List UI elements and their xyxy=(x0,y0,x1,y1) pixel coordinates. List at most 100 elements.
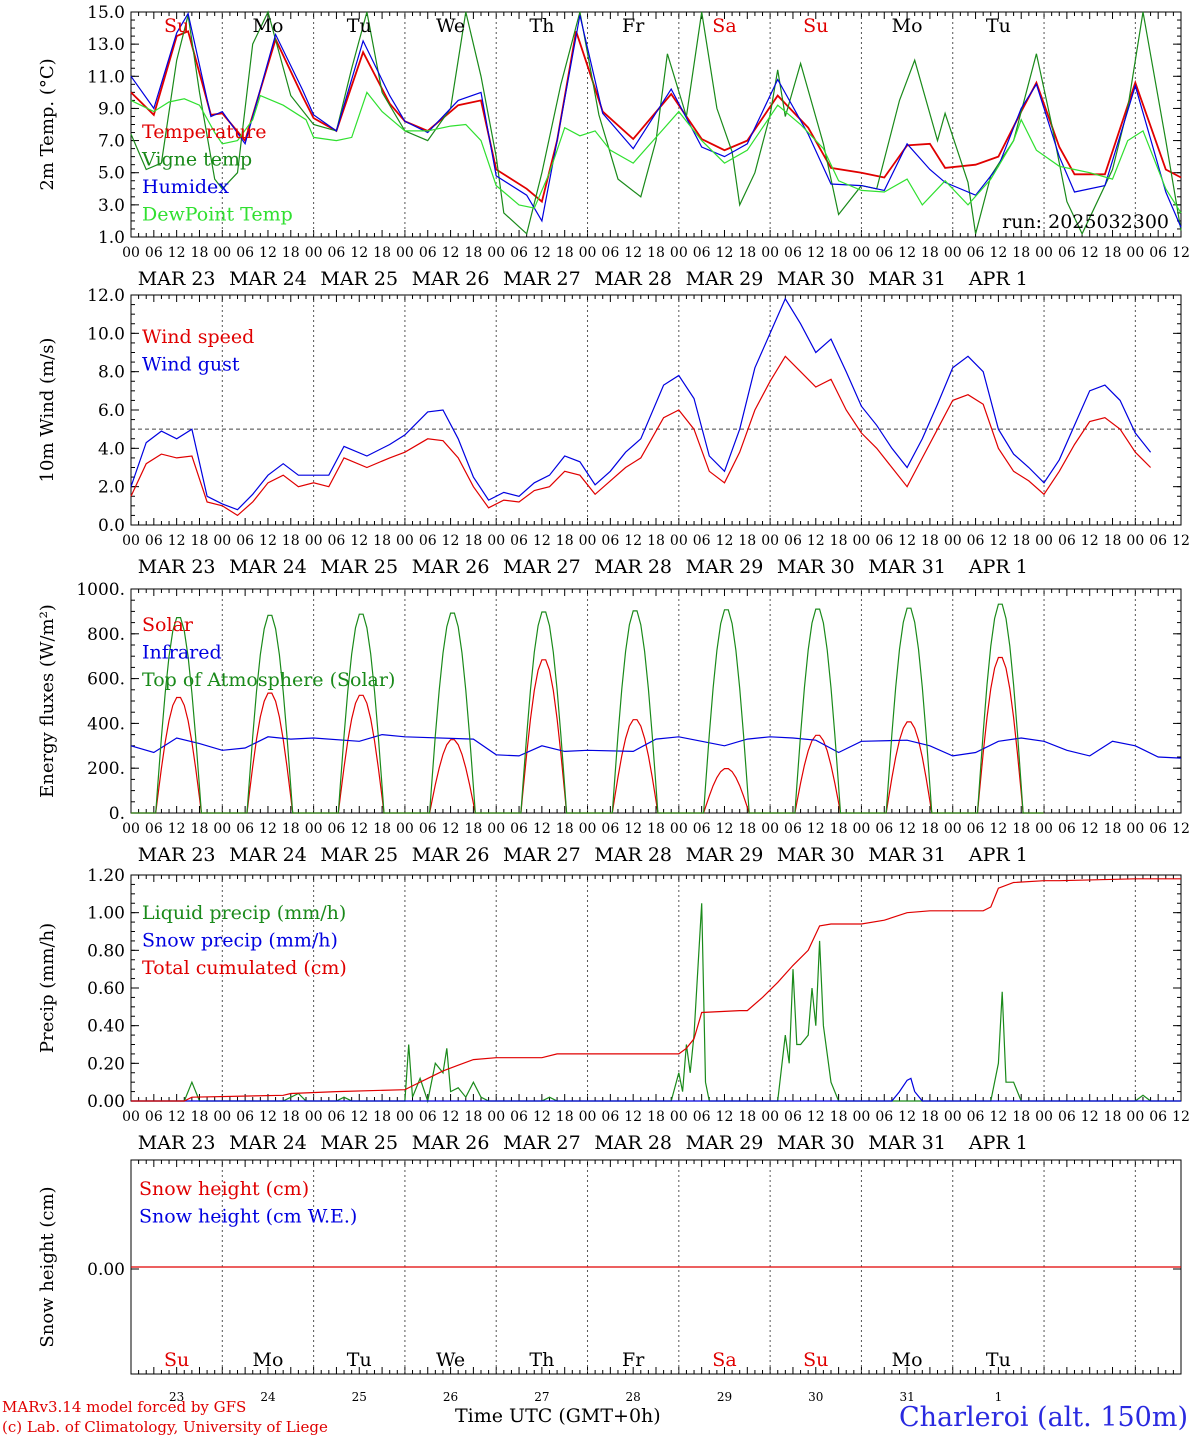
hour-tick-label: 18 xyxy=(191,821,209,837)
y-tick-label: 9.0 xyxy=(98,99,125,119)
hour-tick-label: 12 xyxy=(533,821,551,837)
hour-tick-label: 00 xyxy=(213,1109,231,1125)
series-line-temperature xyxy=(130,30,1182,204)
hour-tick-label: 12 xyxy=(442,245,460,261)
hour-tick-label: 06 xyxy=(693,245,711,261)
series-line-top-of-atmosphere-solar- xyxy=(131,603,1044,814)
legend-entry: Solar xyxy=(142,614,194,636)
date-label: MAR 28 xyxy=(594,1132,672,1154)
date-label: APR 1 xyxy=(968,556,1028,578)
series-line-vigne-temp xyxy=(130,10,1182,236)
hour-tick-label: 12 xyxy=(259,245,277,261)
weekday-label: We xyxy=(436,15,465,37)
chart-panel-1: 1.0 3.0 5.0 7.0 9.0 11.0 13.0 15.0 2m Temp. (°C)… xyxy=(37,3,1190,290)
date-label: MAR 27 xyxy=(503,1132,581,1154)
hour-tick-label: 00 xyxy=(487,821,505,837)
date-label: MAR 29 xyxy=(686,268,764,290)
hour-tick-label: 18 xyxy=(464,821,482,837)
hour-tick-label: 06 xyxy=(875,821,893,837)
y-tick-label: 1.20 xyxy=(87,866,125,886)
weekday-label: Tu xyxy=(986,1349,1011,1371)
hour-tick-label: 00 xyxy=(1035,821,1053,837)
weekday-label: Mo xyxy=(253,1349,284,1371)
hour-tick-label: 06 xyxy=(784,1109,802,1125)
hour-tick-label: 06 xyxy=(967,533,985,549)
y-tick-label: 8.0 xyxy=(98,363,125,383)
hour-tick-label: 06 xyxy=(967,821,985,837)
date-label: APR 1 xyxy=(968,268,1028,290)
date-label: MAR 24 xyxy=(229,556,307,578)
hour-tick-label: 18 xyxy=(464,245,482,261)
day-number-label: 28 xyxy=(626,1390,641,1404)
hour-tick-label: 06 xyxy=(419,1109,437,1125)
hour-tick-label: 18 xyxy=(1012,245,1030,261)
hour-tick-label: 12 xyxy=(533,245,551,261)
hour-tick-label: 12 xyxy=(533,1109,551,1125)
hour-tick-label: 00 xyxy=(579,533,597,549)
chart-panel-4: 0.00 0.20 0.40 0.60 0.80 1.00 1.20 Precip (mm/h… xyxy=(37,866,1190,1154)
legend-entry: Liquid precip (mm/h) xyxy=(142,902,346,924)
date-label: MAR 29 xyxy=(686,844,764,866)
date-label: MAR 27 xyxy=(503,844,581,866)
hour-tick-label: 00 xyxy=(944,821,962,837)
hour-tick-label: 12 xyxy=(350,1109,368,1125)
hour-tick-label: 00 xyxy=(761,245,779,261)
y-axis-label: Precip (mm/h) xyxy=(37,923,58,1053)
hour-tick-label: 18 xyxy=(191,1109,209,1125)
hour-tick-label: 00 xyxy=(944,533,962,549)
hour-tick-label: 06 xyxy=(328,533,346,549)
hour-tick-label: 00 xyxy=(1126,245,1144,261)
hour-tick-label: 06 xyxy=(1058,245,1076,261)
weekday-label: We xyxy=(436,1349,465,1371)
plot-frame xyxy=(130,294,1182,526)
y-tick-label: 0.00 xyxy=(87,1260,125,1280)
hour-tick-label: 18 xyxy=(830,245,848,261)
hour-tick-label: 00 xyxy=(761,1109,779,1125)
series-line-humidex xyxy=(130,11,1182,228)
date-label: MAR 31 xyxy=(868,844,946,866)
legend-entry: Infrared xyxy=(142,642,222,664)
hour-tick-label: 18 xyxy=(556,1109,574,1125)
hour-tick-label: 00 xyxy=(396,1109,414,1125)
hour-tick-label: 12 xyxy=(442,1109,460,1125)
hour-tick-label: 06 xyxy=(784,821,802,837)
hour-tick-label: 06 xyxy=(328,1109,346,1125)
date-label: MAR 23 xyxy=(138,556,216,578)
weekday-label: Th xyxy=(529,1349,554,1371)
hour-tick-label: 18 xyxy=(282,1109,300,1125)
weekday-label: Mo xyxy=(892,1349,923,1371)
weekday-label: Fr xyxy=(622,1349,645,1371)
hour-tick-label: 00 xyxy=(761,533,779,549)
hour-tick-label: 00 xyxy=(305,821,323,837)
date-label: APR 1 xyxy=(968,844,1028,866)
hour-tick-label: 12 xyxy=(350,533,368,549)
date-label: MAR 30 xyxy=(777,556,855,578)
date-label: MAR 26 xyxy=(412,556,490,578)
hour-tick-label: 18 xyxy=(647,1109,665,1125)
hour-tick-label: 06 xyxy=(328,821,346,837)
legend-entry: Wind gust xyxy=(142,354,240,376)
date-label: MAR 23 xyxy=(138,1132,216,1154)
y-tick-label: 0.40 xyxy=(87,1017,125,1037)
hour-tick-label: 18 xyxy=(373,1109,391,1125)
series-line-wind-speed xyxy=(130,355,1152,517)
y-tick-label: 400. xyxy=(87,714,125,734)
series-line-snow-precip-mm-h- xyxy=(131,1077,1181,1102)
chart-panel-3: 0. 200. 400. 600. 800. 1000. Energy fluxes (W/… xyxy=(37,580,1190,866)
date-label: MAR 31 xyxy=(868,1132,946,1154)
hour-tick-label: 06 xyxy=(967,1109,985,1125)
weekday-label: Tu xyxy=(347,15,372,37)
hour-tick-label: 18 xyxy=(738,821,756,837)
legend-entry: Top of Atmosphere (Solar) xyxy=(142,669,395,691)
hour-tick-label: 18 xyxy=(921,821,939,837)
y-tick-label: 1000. xyxy=(76,580,125,600)
hour-tick-label: 00 xyxy=(853,821,871,837)
hour-tick-label: 18 xyxy=(921,533,939,549)
legend-entry: Snow height (cm) xyxy=(139,1178,309,1200)
hour-tick-label: 18 xyxy=(282,821,300,837)
y-tick-label: 0.60 xyxy=(87,979,125,999)
hour-tick-label: 18 xyxy=(1104,821,1122,837)
hour-tick-label: 18 xyxy=(738,533,756,549)
hour-tick-label: 06 xyxy=(1149,821,1167,837)
